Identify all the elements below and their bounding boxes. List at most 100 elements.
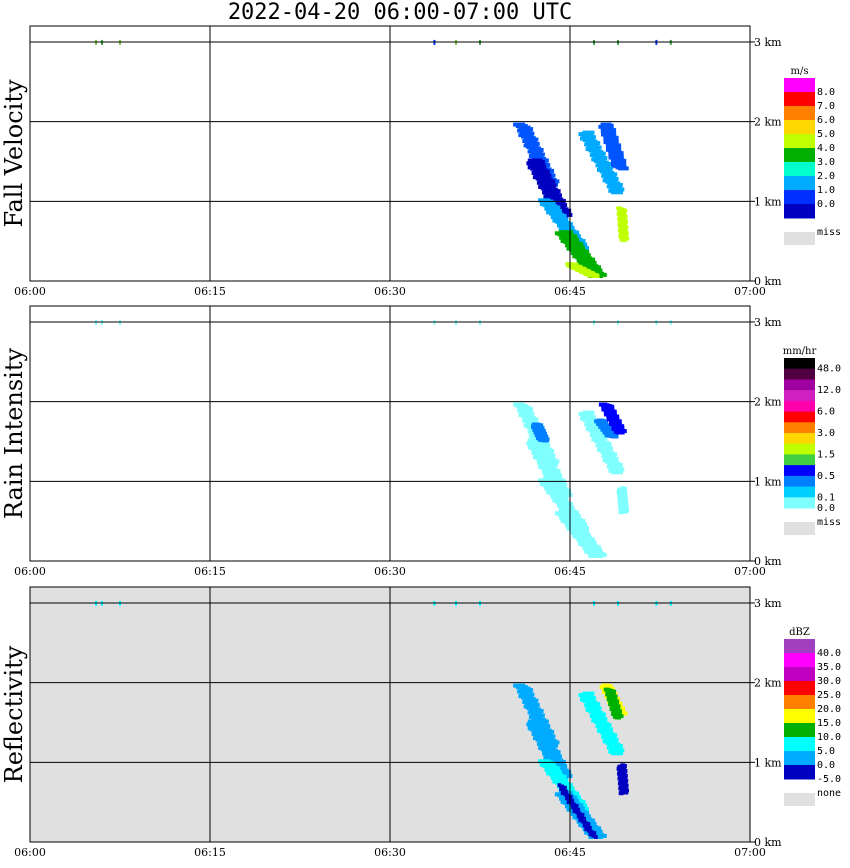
data-cell — [592, 831, 597, 836]
data-cell — [592, 274, 600, 278]
colorbar-swatch — [784, 765, 815, 780]
data-cell — [622, 764, 627, 768]
colorbar-swatch — [784, 475, 815, 488]
data-cell — [564, 789, 569, 794]
colorbar-label: 5.0 — [817, 746, 835, 757]
data-cell — [623, 225, 629, 230]
data-cell — [623, 785, 628, 790]
data-cell — [594, 835, 598, 839]
data-cell — [570, 798, 575, 803]
y-tick-label: 1 km — [754, 475, 782, 488]
panel-frame — [29, 25, 751, 282]
panel-label: Rain Intensity — [0, 348, 28, 520]
data-cell — [566, 793, 570, 798]
x-tick-label: 06:15 — [194, 565, 226, 578]
colorbar-swatch — [784, 667, 815, 682]
data-cell — [572, 809, 577, 814]
chart-title: 2022-04-20 06:00-07:00 UTC — [227, 0, 573, 25]
data-cell — [623, 778, 629, 783]
x-tick-label: 07:00 — [734, 285, 766, 298]
y-tick-label: 2 km — [754, 677, 782, 690]
data-cell — [623, 783, 629, 788]
colorbar-missing-swatch — [784, 232, 815, 245]
panel-label: Fall Velocity — [0, 79, 28, 228]
x-tick-label: 06:45 — [554, 846, 586, 859]
colorbar-label: 5.0 — [817, 129, 835, 140]
x-tick-label: 07:00 — [734, 565, 766, 578]
panel-frame — [29, 586, 751, 843]
x-tick-label: 06:30 — [374, 846, 406, 859]
data-cell — [621, 238, 627, 243]
data-cell — [580, 813, 585, 817]
data-cell — [585, 824, 590, 829]
colorbar-swatch — [784, 433, 815, 445]
data-cell — [582, 823, 587, 828]
x-tick-label: 06:45 — [554, 285, 586, 298]
colorbar-swatch — [784, 454, 815, 466]
data-cell — [565, 796, 569, 801]
colorbar-unit: m/s — [791, 66, 809, 77]
colorbar-missing-swatch — [784, 522, 815, 535]
panel-frame — [29, 305, 751, 562]
data-cell — [619, 711, 628, 716]
data-cell — [562, 788, 566, 793]
data-cell — [624, 236, 630, 241]
data-cell — [624, 788, 629, 793]
data-cell — [623, 233, 628, 238]
data-cell — [581, 819, 585, 824]
data-cell — [582, 816, 586, 821]
data-cell — [576, 814, 581, 819]
data-cell — [611, 470, 623, 475]
colorbar-swatch — [784, 723, 815, 738]
y-tick-label: 2 km — [754, 396, 782, 409]
colorbar-label: 8.0 — [817, 87, 835, 98]
colorbar-swatch — [784, 639, 815, 654]
data-cell — [560, 791, 565, 795]
colorbar-swatch — [784, 92, 815, 107]
data-cell — [622, 208, 628, 213]
data-cell — [617, 166, 629, 171]
data-cell — [621, 771, 627, 775]
colorbar-swatch — [784, 134, 815, 149]
colorbar-swatch — [784, 695, 815, 710]
data-cell — [572, 802, 576, 807]
colorbar-missing-label: miss — [817, 517, 841, 528]
colorbar-swatch — [784, 204, 815, 219]
data-cell — [622, 222, 628, 227]
data-cell — [574, 803, 579, 808]
data-cell — [622, 214, 628, 219]
colorbar-label: 2.0 — [817, 171, 835, 182]
colorbar-swatch — [784, 422, 815, 434]
colorbar-label: 3.0 — [817, 428, 835, 439]
data-cell — [622, 775, 627, 780]
colorbar-label: -5.0 — [817, 774, 841, 785]
colorbar-label: 35.0 — [817, 662, 841, 673]
colorbar-label: 25.0 — [817, 690, 841, 701]
colorbar-swatch — [784, 120, 815, 135]
colorbar-label: 20.0 — [817, 704, 841, 715]
colorbar-swatch — [784, 162, 815, 177]
colorbar-label: 4.0 — [817, 143, 835, 154]
colorbar-missing-label: none — [817, 788, 841, 799]
data-cell — [566, 800, 571, 805]
colorbar-label: 0.0 — [817, 760, 835, 771]
colorbar-swatch — [784, 358, 815, 370]
data-cell — [622, 768, 628, 773]
colorbar-label: 15.0 — [817, 718, 841, 729]
y-tick-label: 3 km — [754, 36, 782, 49]
colorbar-label: 7.0 — [817, 101, 835, 112]
data-cell — [573, 806, 578, 811]
colorbar-label: 6.0 — [817, 115, 835, 126]
data-cell — [569, 794, 573, 799]
data-cell — [589, 829, 594, 834]
x-tick-label: 06:00 — [14, 565, 46, 578]
data-cell — [621, 766, 627, 771]
x-tick-label: 06:30 — [374, 565, 406, 578]
x-tick-label: 06:45 — [554, 565, 586, 578]
colorbar-swatch — [784, 400, 815, 413]
colorbar-missing-label: miss — [817, 227, 841, 238]
colorbar-swatch — [784, 709, 815, 724]
colorbar-label: 48.0 — [817, 364, 841, 375]
data-cell — [583, 820, 588, 825]
